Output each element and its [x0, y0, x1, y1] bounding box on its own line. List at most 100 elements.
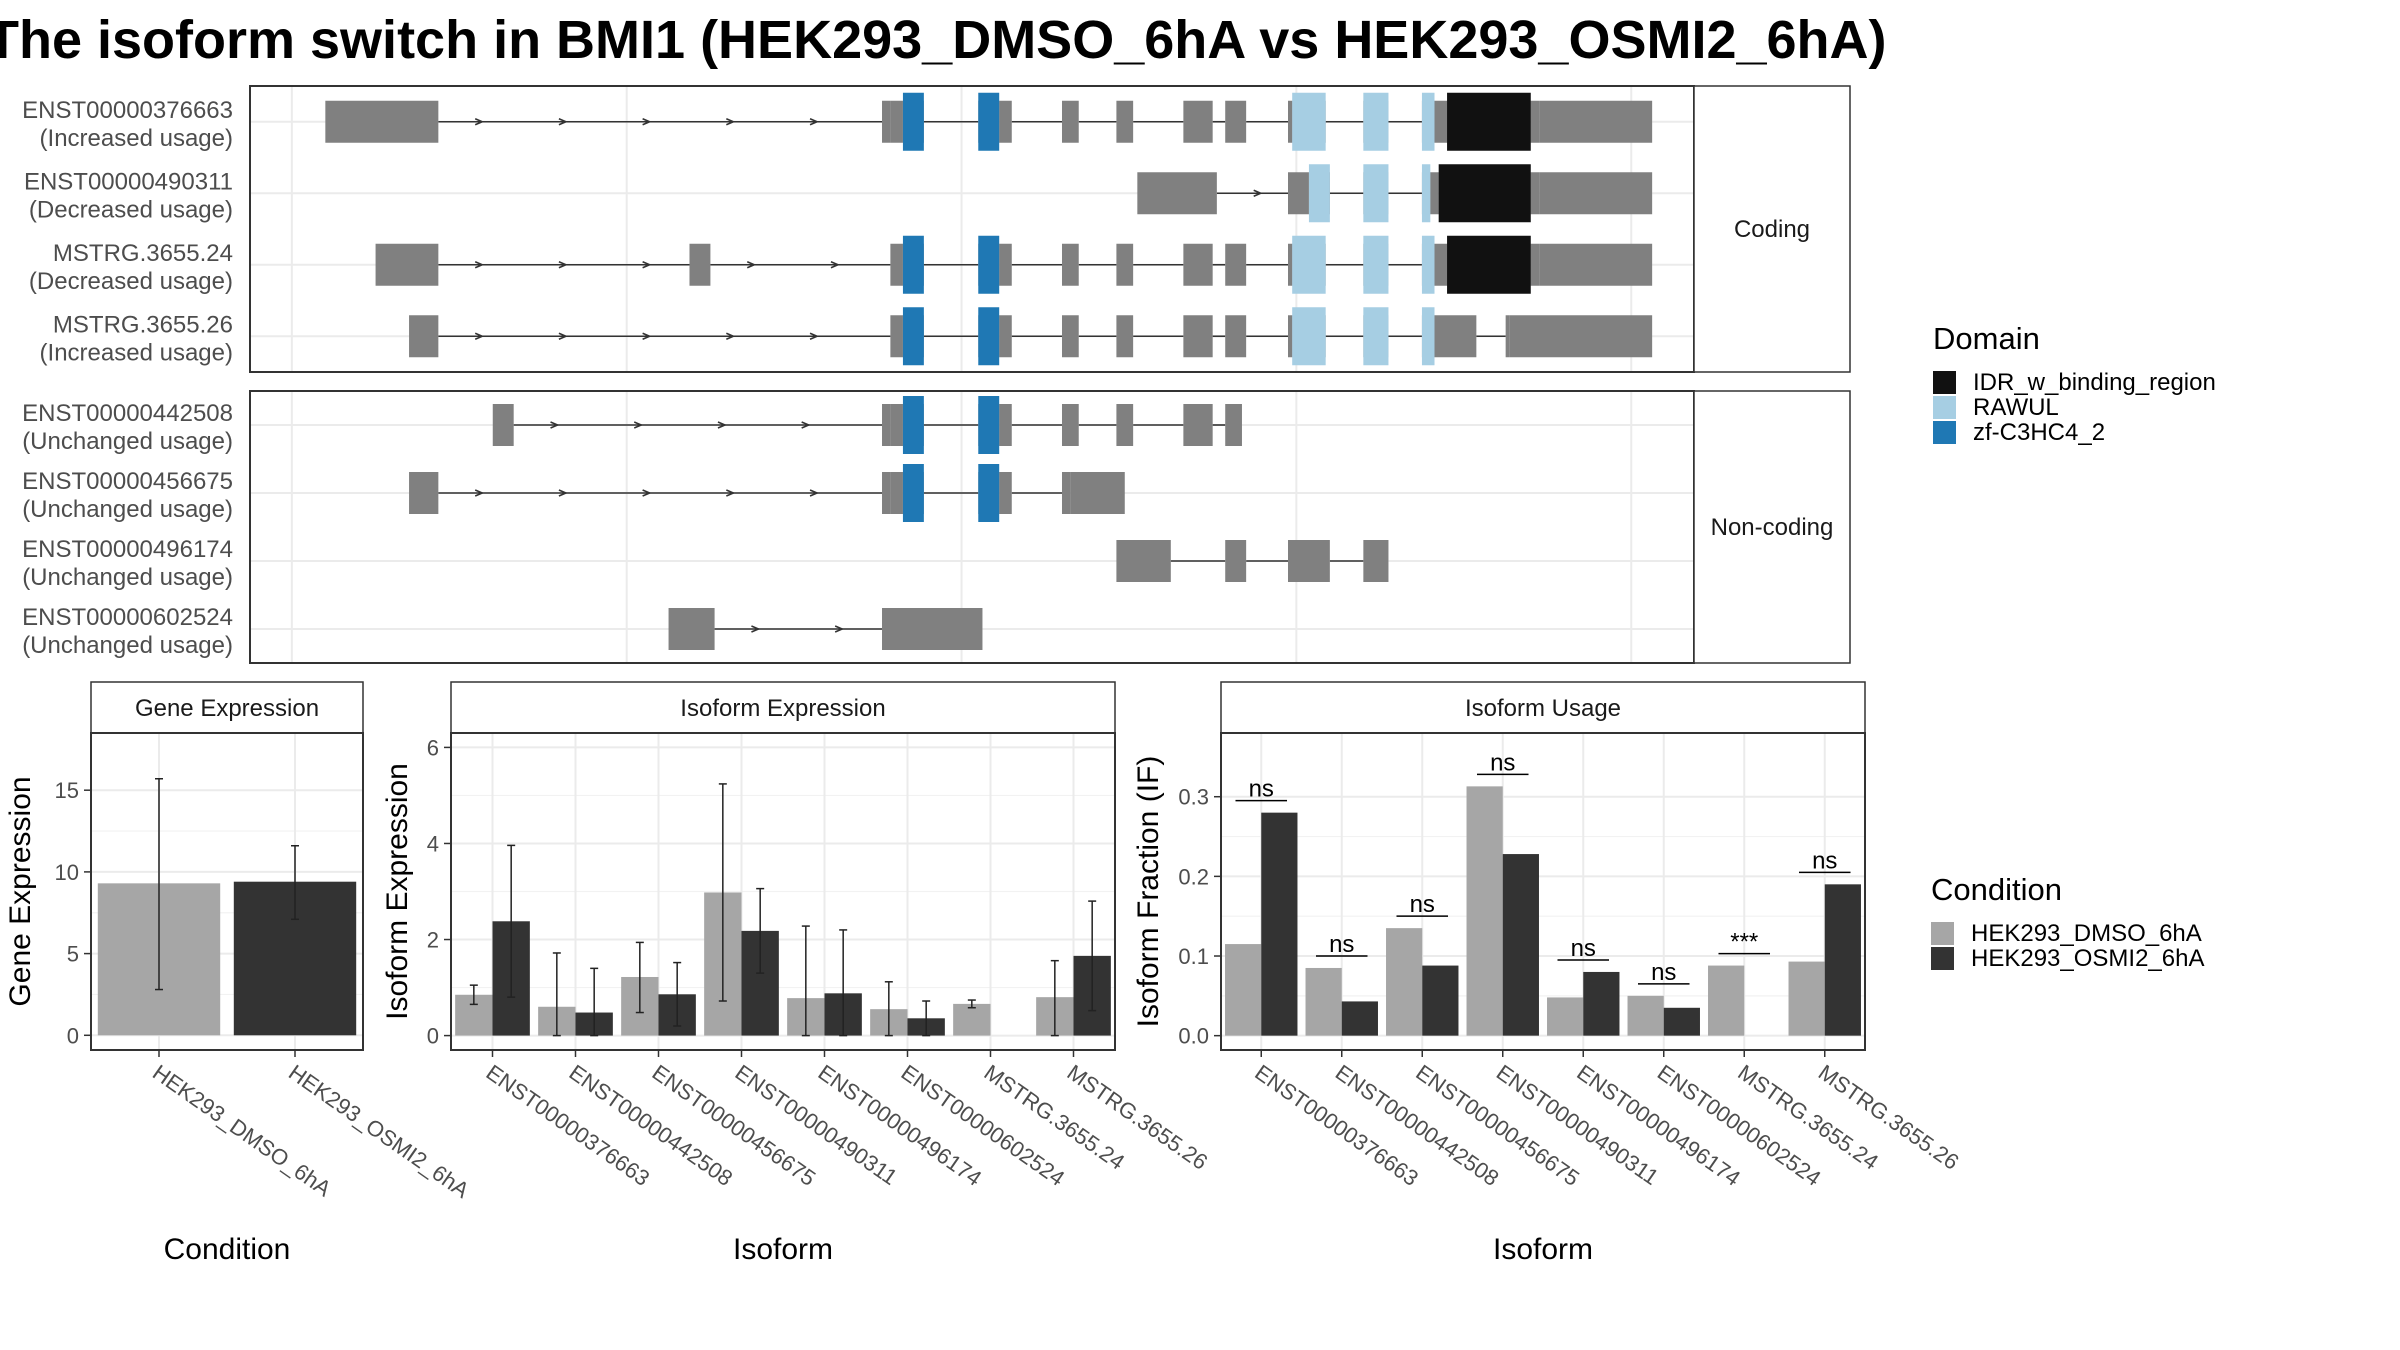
exon — [890, 404, 903, 446]
exon — [409, 315, 439, 358]
exon — [689, 243, 711, 286]
bar — [1627, 995, 1664, 1036]
domain-zf-C3HC4_2 — [902, 235, 924, 294]
intron-arrow — [642, 489, 652, 497]
exon — [890, 100, 903, 143]
domain-zf-C3HC4_2 — [902, 396, 924, 454]
intron-arrow — [633, 421, 644, 429]
domain-zf-C3HC4_2 — [978, 92, 1000, 151]
y-tick-label: 0.3 — [1178, 785, 1209, 810]
domain-IDR_w_binding_region — [1447, 92, 1531, 151]
intron-arrow — [809, 332, 820, 340]
domain-RAWUL — [1421, 92, 1435, 151]
bar — [1341, 1001, 1378, 1036]
exon — [1116, 315, 1134, 358]
exon — [375, 243, 439, 286]
exon — [1434, 243, 1448, 286]
exon — [1183, 243, 1213, 286]
transcript-ENST00000490311: ENST00000490311(Decreased usage) — [24, 164, 1653, 223]
legend-swatch-HEK293_OSMI2_6hA — [1931, 947, 1954, 970]
legend-label: zf-C3HC4_2 — [1973, 419, 2105, 446]
intron-arrow — [474, 118, 485, 126]
bar — [1422, 965, 1459, 1036]
significance-label: ns — [1651, 959, 1676, 986]
y-tick-label: 4 — [427, 831, 439, 856]
legends: Domain IDR_w_binding_regionRAWULzf-C3HC4_… — [1931, 321, 2216, 972]
legend-swatch-zf-C3HC4_2 — [1933, 421, 1956, 444]
exon — [1225, 100, 1247, 143]
domain-RAWUL — [1292, 307, 1326, 366]
legend-swatch-IDR_w_binding_region — [1933, 371, 1956, 394]
domain-RAWUL — [1292, 92, 1326, 151]
bar — [1305, 967, 1342, 1036]
legend-label: HEK293_DMSO_6hA — [1971, 920, 2202, 947]
exon — [668, 608, 715, 650]
legend-label: IDR_w_binding_region — [1973, 369, 2216, 396]
legend-swatch-HEK293_DMSO_6hA — [1931, 922, 1954, 945]
exon — [1430, 172, 1439, 215]
intron-arrow — [746, 261, 757, 269]
exon — [1061, 404, 1079, 446]
domain-RAWUL — [1421, 164, 1431, 223]
exon — [882, 100, 891, 143]
domain-zf-C3HC4_2 — [902, 92, 924, 151]
bar — [1466, 786, 1503, 1036]
transcript-usage-label: (Unchanged usage) — [22, 632, 233, 659]
transcript-usage-label: (Unchanged usage) — [22, 496, 233, 523]
panel-title: Gene Expression — [135, 695, 319, 722]
transcript-id-label: MSTRG.3655.24 — [53, 240, 233, 267]
exon — [1539, 172, 1653, 215]
panel-strip — [90, 681, 364, 734]
exon — [890, 315, 903, 358]
exon — [1183, 100, 1213, 143]
exon — [1061, 315, 1079, 358]
y-axis-title: Gene Expression — [4, 776, 37, 1006]
y-axis-title: Isoform Fraction (IF) — [1132, 756, 1165, 1028]
exon — [325, 100, 439, 143]
exon — [1288, 243, 1293, 286]
transcript-usage-label: (Unchanged usage) — [22, 428, 233, 455]
isoform-usage-panel: Isoform Usage 0.0 0.1 0.2 0.3 ns ns ns ns ns ns ***… — [1132, 681, 1964, 1266]
domain-zf-C3HC4_2 — [978, 464, 1000, 522]
figure-title: The isoform switch in BMI1 (HEK293_DMSO_… — [0, 10, 1887, 70]
transcript-ENST00000602524: ENST00000602524(Unchanged usage) — [22, 604, 983, 659]
exon — [890, 472, 903, 514]
exon — [1183, 404, 1213, 446]
x-axis-title: Isoform — [1493, 1233, 1593, 1266]
y-tick-label: 6 — [427, 735, 439, 760]
y-tick-label: 0.2 — [1178, 864, 1209, 889]
x-tick-label: MSTRG.3655.24 — [980, 1060, 1130, 1175]
intron-arrow — [474, 332, 485, 340]
domain-RAWUL — [1363, 307, 1389, 366]
bar — [1502, 854, 1539, 1036]
bar — [1261, 812, 1298, 1036]
domain-IDR_w_binding_region — [1447, 235, 1531, 294]
exon — [1116, 100, 1134, 143]
intron-arrow — [801, 421, 811, 429]
legend-title: Domain — [1933, 321, 2040, 356]
exon — [999, 472, 1012, 514]
intron-arrow — [717, 421, 727, 429]
exon — [1505, 315, 1510, 358]
domain-RAWUL — [1363, 164, 1389, 223]
significance-label: ns — [1571, 935, 1596, 962]
panel-border — [90, 732, 364, 1051]
transcript-id-label: ENST00000602524 — [22, 604, 233, 631]
exon — [1116, 404, 1134, 446]
transcript-usage-label: (Unchanged usage) — [22, 564, 233, 591]
exon — [1288, 172, 1309, 215]
transcript-id-label: MSTRG.3655.26 — [53, 311, 233, 338]
bar — [1663, 1007, 1700, 1036]
bar — [1788, 961, 1825, 1036]
exon — [999, 315, 1012, 358]
significance-label: ns — [1812, 847, 1837, 874]
domain-RAWUL — [1308, 164, 1330, 223]
y-tick-label: 10 — [55, 860, 79, 885]
exon — [1434, 100, 1448, 143]
x-tick-label: MSTRG.3655.26 — [1814, 1060, 1964, 1175]
exon — [882, 608, 983, 650]
exon — [1116, 540, 1171, 582]
domain-zf-C3HC4_2 — [902, 307, 924, 366]
